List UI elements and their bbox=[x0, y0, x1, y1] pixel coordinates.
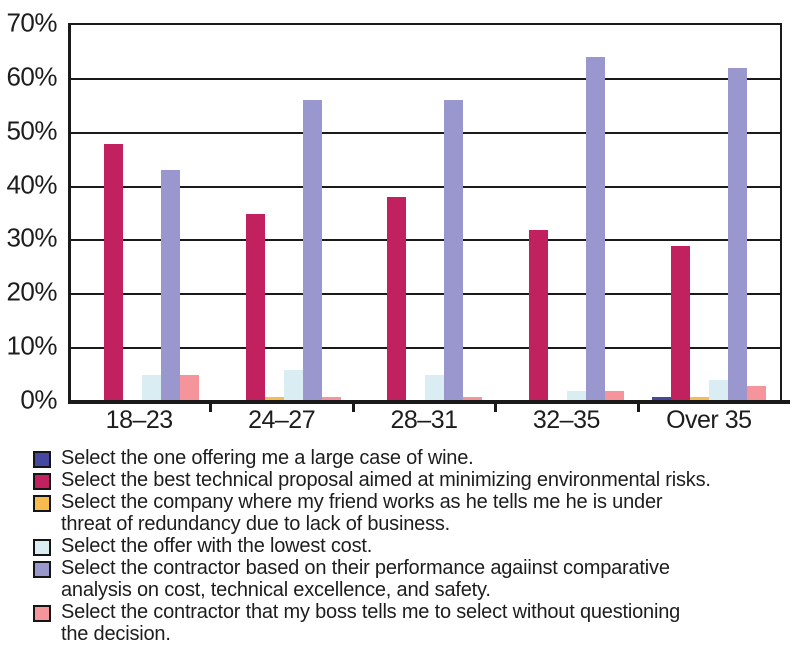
gridline bbox=[71, 185, 780, 188]
bar bbox=[444, 100, 464, 402]
bar bbox=[103, 143, 123, 402]
bar bbox=[179, 375, 199, 402]
x-axis-tick bbox=[351, 404, 355, 412]
legend-label: Select the best technical proposal aimed… bbox=[61, 469, 711, 491]
gridline bbox=[71, 293, 780, 296]
gridline bbox=[71, 131, 780, 134]
legend-color-swatch bbox=[33, 539, 51, 556]
x-axis-tick-label: 32–35 bbox=[532, 406, 601, 434]
bar bbox=[652, 396, 672, 402]
x-axis-tick-label: 18–23 bbox=[105, 406, 174, 434]
bar-group bbox=[496, 25, 638, 402]
chart-legend: Select the one offering me a large case … bbox=[33, 447, 793, 645]
legend-item: Select the one offering me a large case … bbox=[33, 447, 793, 469]
legend-item: Select the contractor based on their per… bbox=[33, 557, 793, 601]
bar bbox=[302, 100, 322, 402]
legend-label: Select the offer with the lowest cost. bbox=[61, 535, 373, 557]
gridline bbox=[71, 347, 780, 350]
legend-color-swatch bbox=[33, 495, 51, 512]
legend-color-swatch bbox=[33, 561, 51, 578]
x-axis-tick bbox=[636, 404, 640, 412]
bar-group bbox=[213, 25, 355, 402]
bar bbox=[671, 245, 691, 402]
y-axis-tick-labels: 70% 60% 50% 40% 30% 20% 10% 0% bbox=[0, 8, 57, 415]
y-axis-tick-label: 70% bbox=[6, 7, 57, 38]
bar bbox=[425, 375, 445, 402]
x-axis-tick bbox=[494, 404, 498, 412]
y-axis-tick-label: 0% bbox=[20, 384, 57, 415]
legend-label: Select the contractor that my boss tells… bbox=[61, 601, 681, 645]
y-axis-tick-label: 60% bbox=[6, 61, 57, 92]
bar-groups bbox=[71, 25, 780, 402]
bar bbox=[283, 369, 303, 402]
legend-color-swatch bbox=[33, 605, 51, 622]
bar bbox=[728, 68, 748, 402]
bar bbox=[160, 170, 180, 402]
bar bbox=[690, 396, 710, 402]
gridline bbox=[71, 77, 780, 80]
legend-item: Select the contractor that my boss tells… bbox=[33, 601, 793, 645]
y-axis-tick-label: 30% bbox=[6, 222, 57, 253]
y-axis-tick-label: 20% bbox=[6, 276, 57, 307]
x-axis-tick-label: 24–27 bbox=[248, 406, 316, 434]
bar bbox=[586, 57, 606, 402]
x-axis-tick bbox=[209, 404, 213, 412]
x-axis-line bbox=[68, 400, 790, 404]
bar-group bbox=[638, 25, 780, 402]
bar bbox=[321, 396, 341, 402]
legend-color-swatch bbox=[33, 451, 51, 468]
gridline bbox=[71, 239, 780, 242]
bar bbox=[387, 197, 407, 402]
y-axis-tick-label: 10% bbox=[6, 330, 57, 361]
legend-color-swatch bbox=[33, 473, 51, 490]
legend-label: Select the company where my friend works… bbox=[61, 491, 663, 535]
bar bbox=[245, 213, 265, 402]
legend-item: Select the offer with the lowest cost. bbox=[33, 535, 793, 557]
bar bbox=[709, 380, 729, 402]
bar bbox=[605, 391, 625, 402]
bar bbox=[747, 385, 767, 402]
x-axis-tick-labels: 18–23 24–27 28–31 32–35 Over 35 bbox=[68, 406, 780, 438]
bar bbox=[141, 375, 161, 402]
bar bbox=[529, 229, 549, 402]
bar bbox=[463, 396, 483, 402]
legend-item: Select the best technical proposal aimed… bbox=[33, 469, 793, 491]
y-axis-tick-label: 50% bbox=[6, 115, 57, 146]
legend-item: Select the company where my friend works… bbox=[33, 491, 793, 535]
bar-group bbox=[71, 25, 213, 402]
x-axis-tick-label: 28–31 bbox=[390, 406, 458, 434]
bar bbox=[264, 396, 284, 402]
y-axis-tick-label: 40% bbox=[6, 169, 57, 200]
legend-label: Select the contractor based on their per… bbox=[61, 557, 670, 601]
bar-group bbox=[355, 25, 497, 402]
plot-area bbox=[68, 23, 782, 402]
bar bbox=[567, 391, 587, 402]
x-axis-ticks bbox=[68, 404, 780, 413]
legend-label: Select the one offering me a large case … bbox=[61, 447, 474, 469]
x-axis-tick-label: Over 35 bbox=[666, 406, 752, 434]
